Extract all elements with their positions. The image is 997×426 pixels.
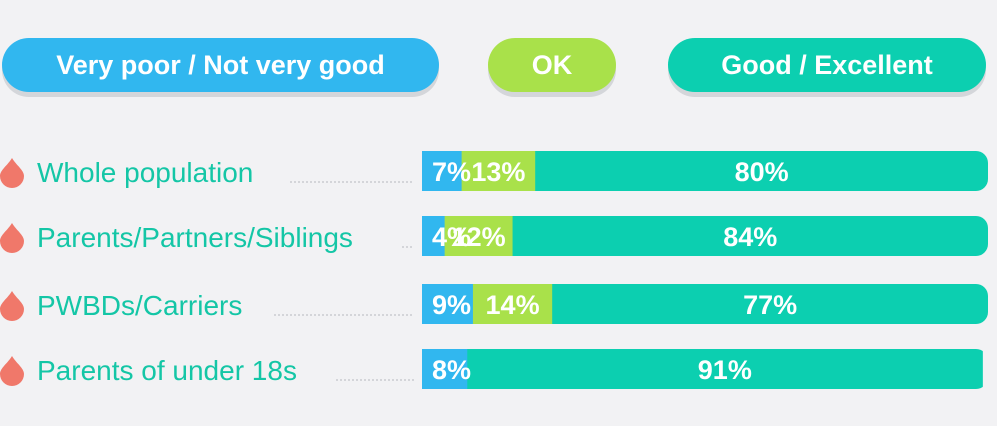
data-label: 84% [723,222,777,252]
drop-marker-icon [0,158,24,188]
drop-marker-icon [0,223,24,253]
bar-row [422,284,988,324]
data-label: 12% [452,222,506,252]
data-label: 4% [432,222,471,252]
data-label: 14% [486,290,540,320]
data-label: 77% [743,290,797,320]
bar-row [422,216,988,256]
legend-item-very-poor: Very poor / Not very good [2,38,439,92]
bar-segment-ok [472,284,553,324]
bar-segment-good [552,284,988,324]
data-label: 8% [432,355,471,385]
bar-row [422,349,983,389]
category-label: PWBDs/Carriers [37,290,242,321]
bar-segment-ok [444,216,514,256]
bar-segment-poor [422,349,468,389]
data-label: 80% [735,157,789,187]
bar-segment-poor [422,284,474,324]
bar-segment-good [467,349,983,389]
bar-row [422,151,988,191]
drop-marker-icon [0,356,24,386]
bar-segment-ok [461,151,536,191]
bar-segment-poor [422,216,446,256]
legend-item-ok: OK [488,38,616,92]
category-label: Parents/Partners/Siblings [37,222,353,253]
data-label: 9% [432,290,471,320]
legend-item-good-excellent: Good / Excellent [668,38,986,92]
data-label: 7% [432,157,471,187]
bar-segment-good [535,151,988,191]
drop-marker-icon [0,291,24,321]
category-label: Whole population [37,157,253,188]
data-label: 13% [471,157,525,187]
category-label: Parents of under 18s [37,355,297,386]
bar-segment-good [512,216,988,256]
bar-segment-poor [422,151,463,191]
data-label: 91% [698,355,752,385]
